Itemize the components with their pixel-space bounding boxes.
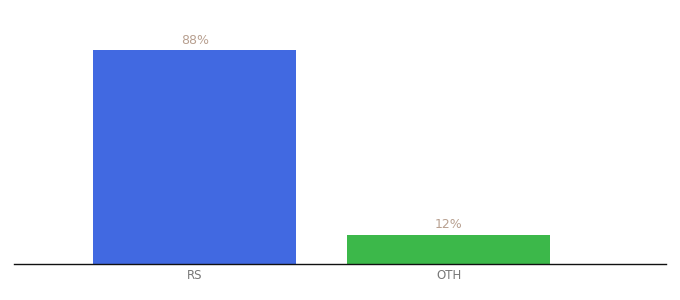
Text: 88%: 88%	[181, 34, 209, 46]
Bar	[93, 50, 296, 264]
Bar	[347, 235, 550, 264]
Text: 12%: 12%	[435, 218, 462, 231]
